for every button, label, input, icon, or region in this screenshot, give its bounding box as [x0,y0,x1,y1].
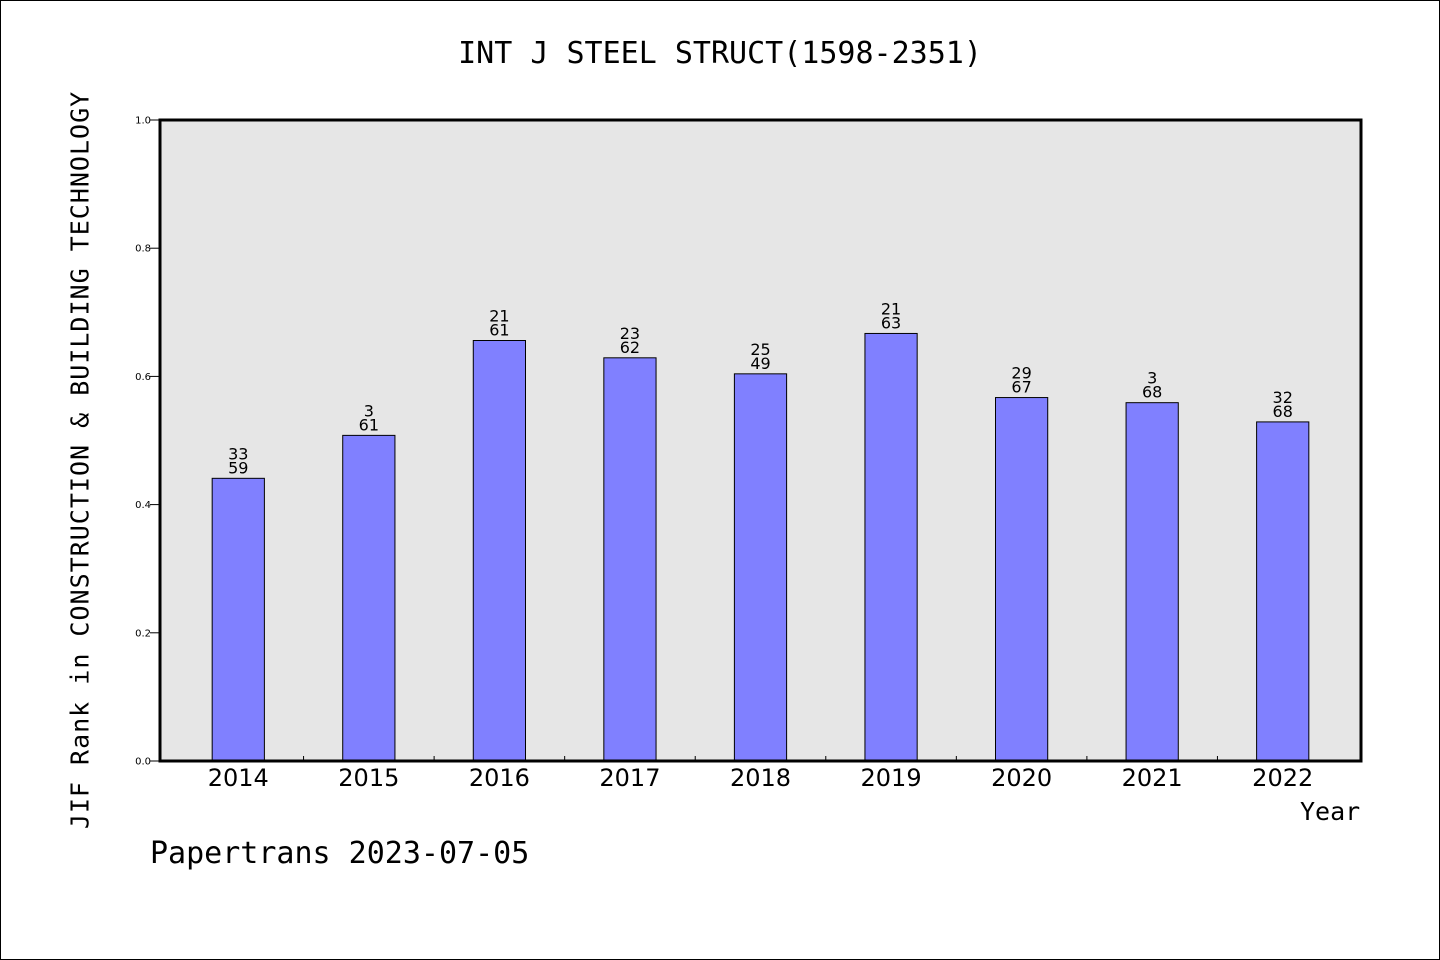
bar-label-rank: 29 [1011,364,1031,383]
y-tick-label: 0.6 [135,372,151,383]
x-tick-label: 2022 [1252,764,1313,792]
bar-2016 [472,340,526,762]
bar-label-rank: 21 [489,307,509,326]
bar-2017 [603,357,657,762]
bar-2020 [995,397,1049,762]
plot-border [158,118,1363,763]
y-ticks-layer: 0.0 0.2 0.4 0.6 0.8 1.0 [135,116,160,768]
x-tick-label: 2017 [599,764,660,792]
y-tick-label: 0.2 [135,628,151,639]
bar-label-rank: 32 [1273,388,1293,407]
chart-title: INT J STEEL STRUCT(1598-2351) [458,36,982,71]
bar-label-total: 63 [881,313,901,332]
footer-watermark: Papertrans 2023-07-05 [150,836,530,871]
bar-label-total: 68 [1273,402,1293,421]
bar-label-rank: 25 [750,340,770,359]
bar-label-total: 59 [228,458,248,477]
bar-label-total: 61 [359,415,379,434]
y-tick-label: 0.4 [135,500,151,511]
bar-label-total: 67 [1011,378,1031,397]
x-tick-label: 2020 [991,764,1052,792]
bar-2019 [864,332,918,762]
bar-label-rank: 3 [364,401,374,420]
x-axis-label: Year [1300,797,1361,826]
bar-label-total: 61 [489,321,509,340]
y-tick-label: 0.0 [135,757,151,768]
bar-label-rank: 33 [228,444,248,463]
bar-label-total: 68 [1142,383,1162,402]
x-tick-label: 2021 [1122,764,1183,792]
x-tick-label: 2016 [469,764,530,792]
bar-label-total: 49 [750,354,770,373]
y-tick-label: 0.8 [135,244,151,255]
x-ticks-layer: 2014 2015 2016 2017 2018 2019 2020 2021 2022 [208,756,1313,792]
bar-label-total: 62 [620,338,640,357]
bar-2021 [1125,402,1179,762]
y-tick-label: 1.0 [135,116,151,127]
bars-layer [211,332,1310,762]
x-tick-label: 2019 [861,764,922,792]
x-tick-label: 2014 [208,764,269,792]
bar-2014 [211,477,265,762]
bar-label-rank: 21 [881,299,901,318]
bar-2022 [1256,421,1310,762]
x-tick-label: 2015 [338,764,399,792]
bar-2018 [733,373,788,762]
bar-2015 [342,434,396,762]
bar-label-rank: 3 [1147,369,1157,388]
bar-label-rank: 23 [620,324,640,343]
x-tick-label: 2018 [730,764,791,792]
